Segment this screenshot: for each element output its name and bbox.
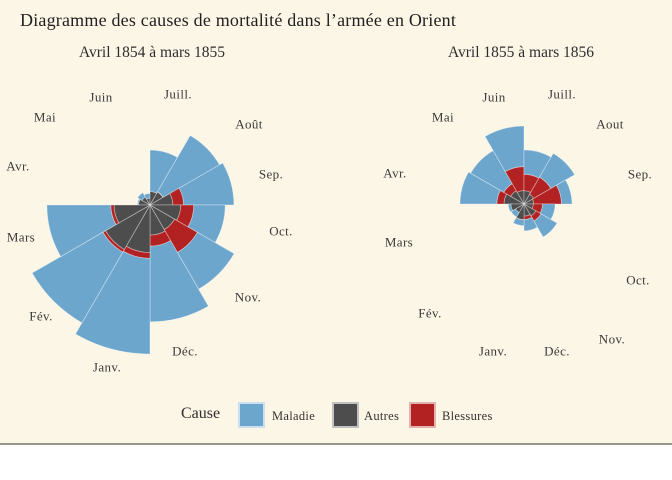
- wedge-maladie-month-8: [523, 216, 538, 232]
- month-label-year2-8: Déc.: [544, 344, 570, 359]
- month-label-year1-11: Mars: [7, 230, 35, 245]
- month-label-year1-5: Sep.: [259, 167, 283, 182]
- legend-swatch-autres: [332, 402, 359, 428]
- wedge-maladie-month-9: [74, 250, 151, 355]
- subtitle-year1: Avril 1854 à mars 1855: [78, 44, 226, 61]
- month-label-year2-10: Fév.: [418, 306, 442, 321]
- wedge-maladie-month-1: [137, 192, 146, 201]
- rose-year1: Avr. Mai Juin Juill. Août Sep. Oct. Nov. Déc. Jan…: [6, 87, 293, 375]
- month-label-year1-9: Janv.: [93, 360, 121, 375]
- month-label-year1-10: Fév.: [29, 309, 53, 324]
- month-label-year1-6: Oct.: [269, 224, 293, 239]
- chart-panel: Diagramme des causes de mortalité dans l…: [0, 0, 672, 445]
- wedge-maladie-month-4: [157, 134, 221, 198]
- month-label-year1-0: Avr.: [6, 159, 29, 174]
- month-label-year1-3: Juill.: [164, 87, 192, 102]
- month-label-year2-1: Mai: [432, 110, 454, 125]
- page-title: Diagramme des causes de mortalité dans l…: [20, 10, 457, 30]
- wedge-maladie-month-0: [459, 171, 501, 205]
- wedge-maladie-month-11: [507, 203, 514, 213]
- wedge-maladie-month-4: [538, 152, 576, 190]
- month-label-year2-2: Juin: [482, 90, 505, 105]
- wedge-maladie-month-9: [512, 217, 525, 227]
- wedge-maladie-month-11: [46, 204, 117, 258]
- wedge-maladie-month-2: [484, 125, 525, 173]
- wedge-maladie-month-10: [31, 231, 124, 324]
- wedge-maladie-month-7: [176, 231, 235, 290]
- wedge-maladie-month-5: [555, 179, 573, 205]
- subtitle-year2: Avril 1855 à mars 1856: [447, 44, 595, 61]
- month-label-year2-0: Avr.: [383, 166, 406, 181]
- month-label-year1-2: Juin: [89, 90, 112, 105]
- legend-swatch-blessures: [409, 402, 436, 428]
- legend-title: Cause: [181, 405, 221, 422]
- wedge-maladie-month-1: [470, 150, 513, 193]
- month-label-year2-11: Mars: [385, 235, 413, 250]
- wedge-maladie-month-6: [187, 204, 226, 244]
- legend-label-maladie: Maladie: [272, 409, 316, 423]
- month-label-year1-8: Déc.: [172, 344, 198, 359]
- wedge-maladie-month-0: [136, 198, 141, 206]
- page-margin-below: [0, 445, 672, 480]
- wedge-maladie-month-8: [149, 240, 209, 323]
- wedge-maladie-month-3: [523, 149, 552, 179]
- month-label-year1-4: Août: [235, 117, 263, 132]
- rose-year2: Avr. Mai Juin Juill. Aout Sep. Oct. Nov. Déc. Jan…: [383, 87, 652, 359]
- wedge-maladie-month-3: [149, 149, 179, 194]
- wedge-maladie-month-7: [533, 213, 558, 238]
- wedge-maladie-month-5: [178, 162, 235, 206]
- month-label-year2-5: Sep.: [628, 167, 652, 182]
- month-label-year2-9: Janv.: [479, 344, 507, 359]
- month-label-year1-1: Mai: [34, 110, 56, 125]
- legend-swatch-maladie: [238, 402, 265, 428]
- wedge-maladie-month-6: [539, 203, 556, 221]
- month-label-year2-7: Nov.: [599, 332, 625, 347]
- month-label-year2-6: Oct.: [626, 273, 650, 288]
- month-label-year2-3: Juill.: [548, 87, 576, 102]
- rose-diagram-svg: Avr. Mai Juin Juill. Août Sep. Oct. Nov. Déc. Jan…: [6, 87, 652, 375]
- month-label-year2-4: Aout: [596, 117, 624, 132]
- month-label-year1-7: Nov.: [235, 290, 261, 305]
- legend-label-autres: Autres: [364, 409, 400, 423]
- legend-label-blessures: Blessures: [442, 409, 493, 423]
